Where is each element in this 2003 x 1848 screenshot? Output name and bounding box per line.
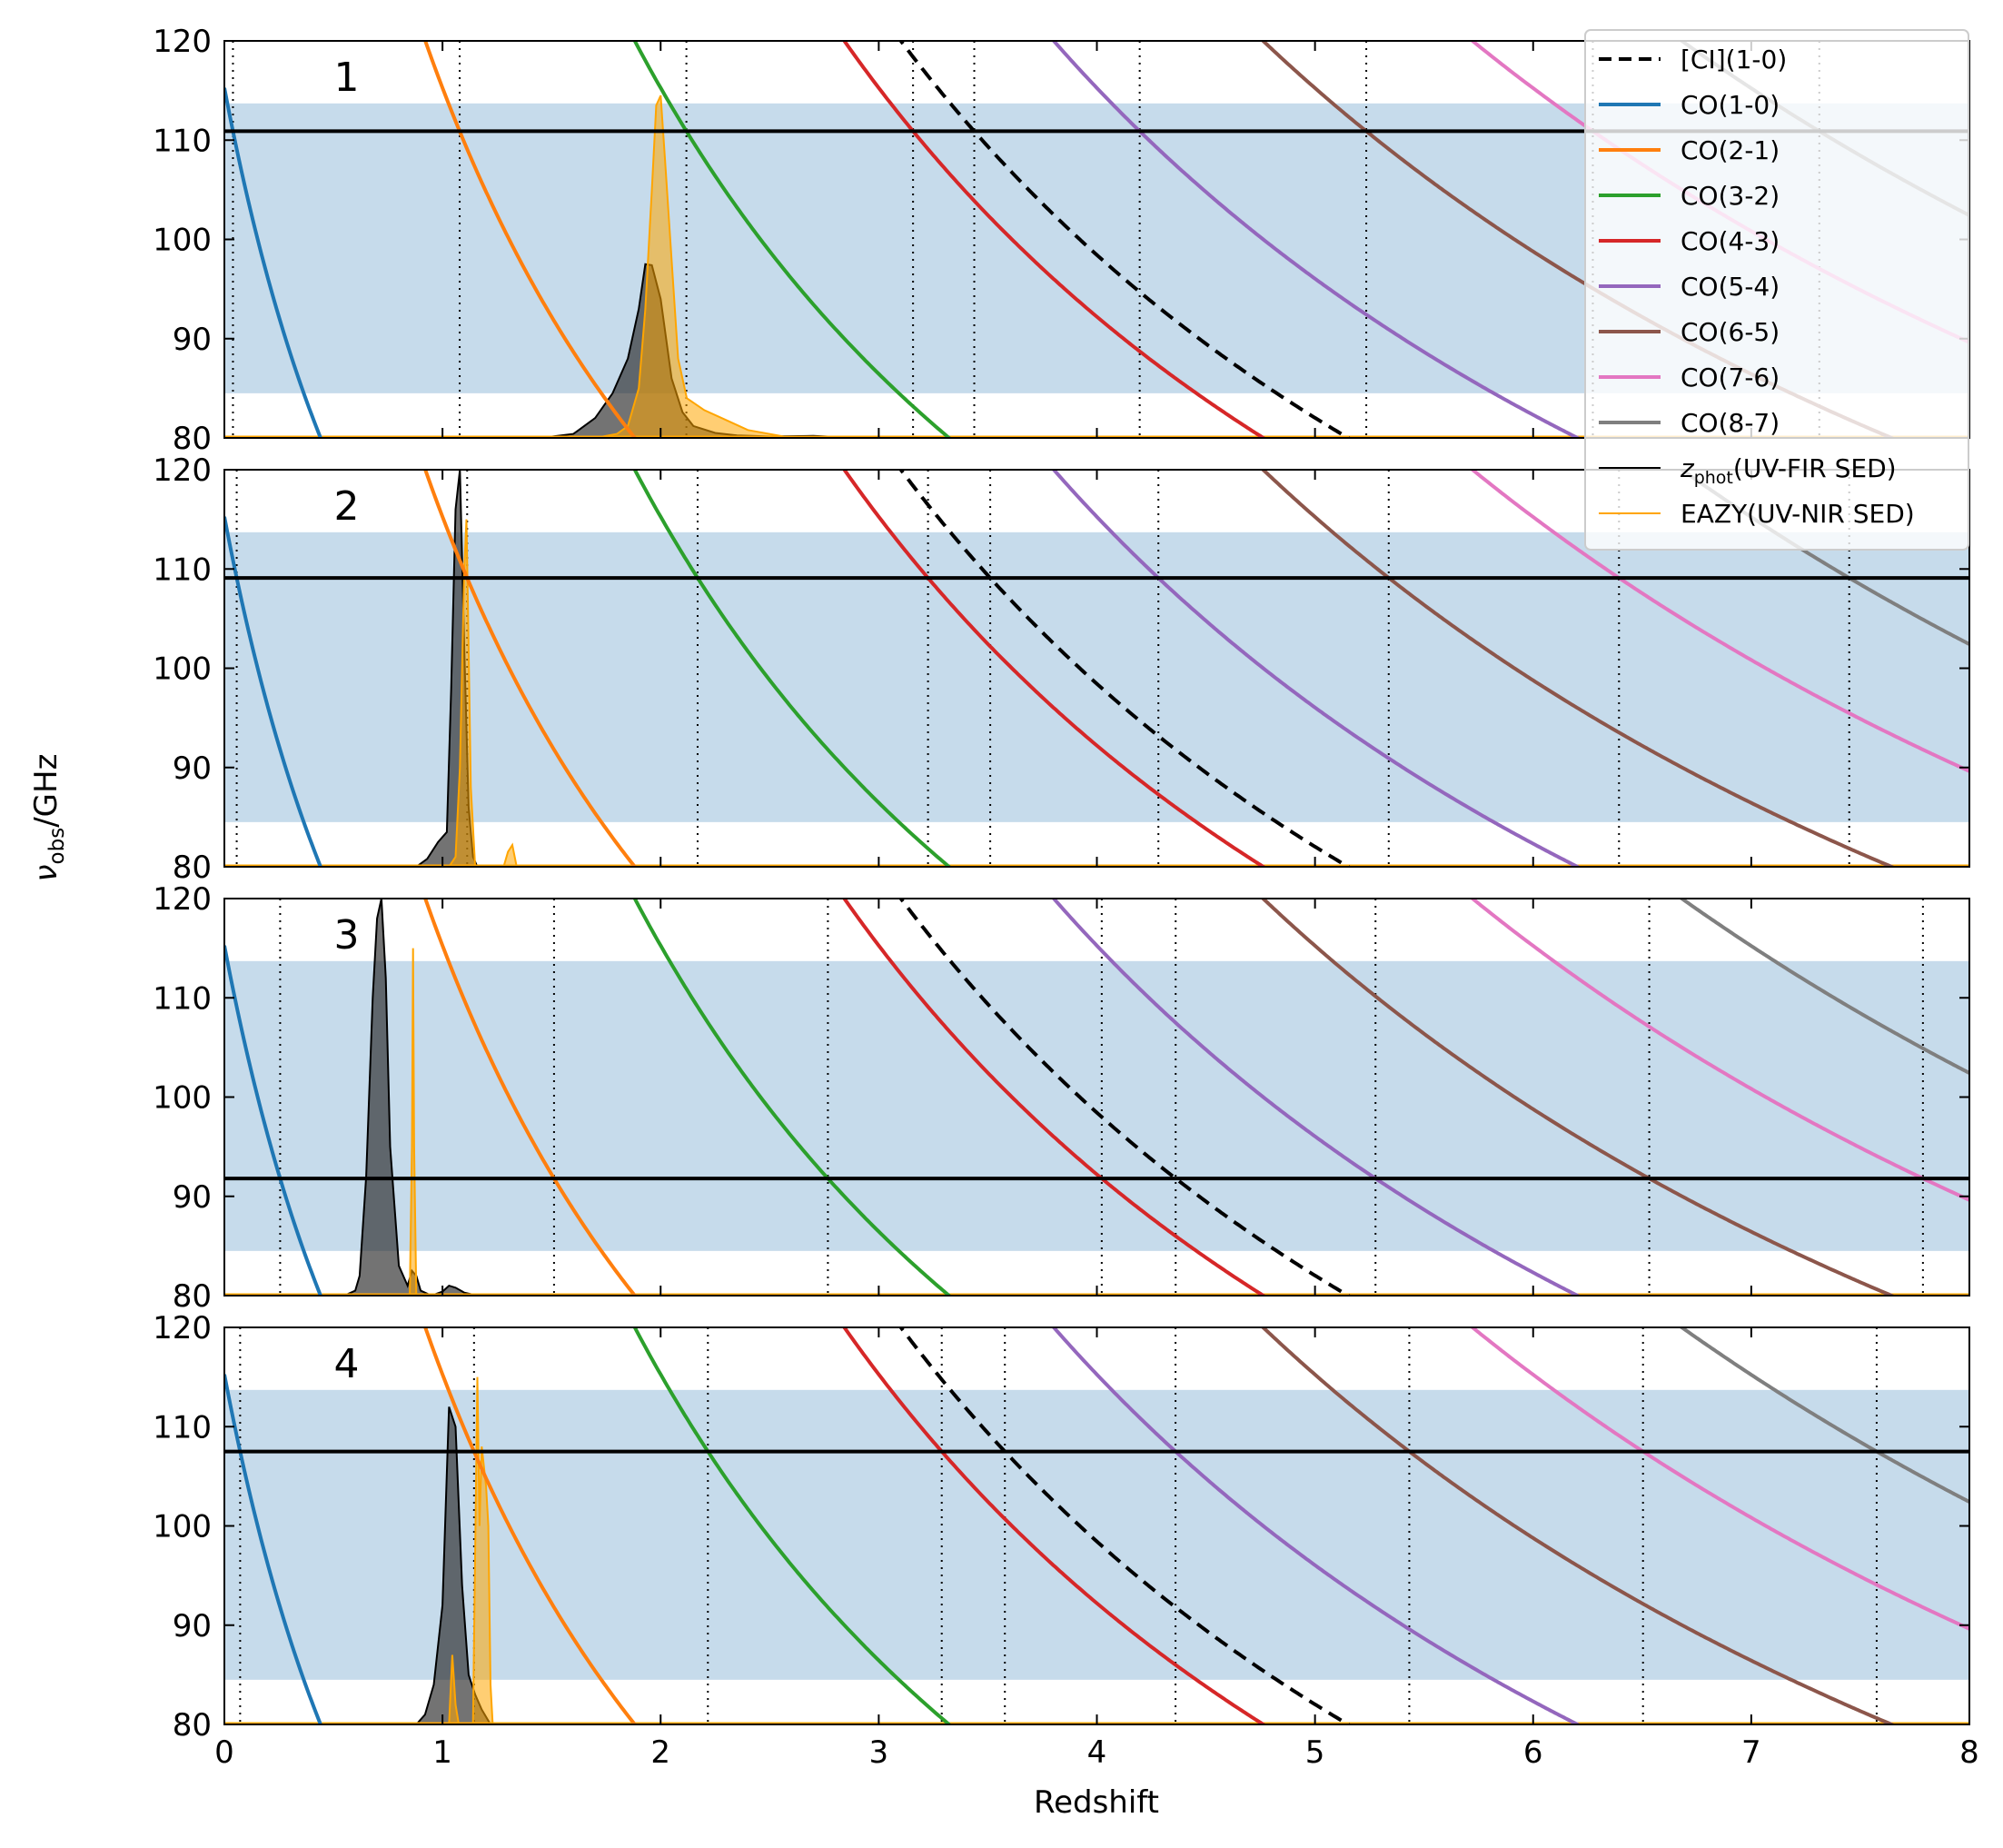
line-track bbox=[898, 470, 1353, 867]
y-tick-label: 90 bbox=[173, 1179, 212, 1216]
x-axis-title: Redshift bbox=[1034, 1784, 1159, 1821]
line-track bbox=[423, 1327, 638, 1724]
panel-2: 80 90 100 110 120 2 bbox=[153, 452, 1970, 886]
y-axis-title-main: ν bbox=[28, 864, 64, 881]
line-track bbox=[1260, 1327, 1897, 1724]
panel-3: 80 90 100 110 120 3 bbox=[153, 881, 1970, 1315]
legend: [CI](1-0) CO(1-0) CO(2-1) CO(3-2) CO(4-3) CO(… bbox=[1584, 29, 1969, 551]
y-tick-label: 100 bbox=[153, 651, 212, 688]
y-tick-label: 90 bbox=[173, 750, 212, 787]
line-track bbox=[1051, 470, 1582, 867]
y-tick-label: 80 bbox=[173, 1707, 212, 1744]
x-tick-label: 1 bbox=[432, 1734, 452, 1771]
line-track bbox=[1678, 899, 1969, 1075]
legend-label: EAZY(UV-NIR SED) bbox=[1681, 499, 1915, 529]
y-axis-title-tail: /GHz bbox=[28, 754, 64, 828]
y-tick-label: 120 bbox=[153, 881, 212, 918]
panel-4: 80 90 100 110 120 0 1 2 3 4 5 6 7 8 4 bbox=[153, 1310, 1979, 1771]
x-tick-label: 0 bbox=[214, 1734, 234, 1771]
panel-label: 3 bbox=[333, 912, 359, 959]
panel-label: 4 bbox=[333, 1341, 359, 1387]
y-tick-label: 100 bbox=[153, 223, 212, 259]
y-tick-label: 90 bbox=[173, 322, 212, 358]
y-tick-label: 100 bbox=[153, 1509, 212, 1545]
line-track bbox=[1678, 1327, 1969, 1504]
legend-label: zphot(UV-FIR SED) bbox=[1680, 453, 1897, 488]
x-tick-label: 5 bbox=[1305, 1734, 1325, 1771]
line-track bbox=[842, 1327, 1267, 1724]
y-tick-label: 120 bbox=[153, 24, 212, 60]
line-track bbox=[1469, 899, 1969, 1202]
line-track bbox=[224, 945, 323, 1296]
line-track bbox=[224, 1374, 323, 1724]
y-tick-label: 80 bbox=[173, 849, 212, 886]
line-track bbox=[898, 899, 1353, 1296]
line-track bbox=[423, 470, 638, 867]
line-track bbox=[1260, 899, 1897, 1296]
line-track bbox=[224, 87, 323, 438]
line-track bbox=[842, 899, 1267, 1296]
line-track bbox=[632, 899, 952, 1296]
line-track bbox=[1051, 1327, 1582, 1724]
y-tick-label: 80 bbox=[173, 421, 212, 457]
band-shading bbox=[224, 532, 1969, 822]
line-track bbox=[224, 516, 323, 867]
y-tick-label: 110 bbox=[153, 123, 212, 159]
x-tick-label: 8 bbox=[1959, 1734, 1979, 1771]
legend-box bbox=[1584, 29, 1969, 551]
legend-label: CO(3-2) bbox=[1681, 181, 1780, 211]
y-tick-label: 110 bbox=[153, 551, 212, 588]
x-tick-label: 3 bbox=[869, 1734, 889, 1771]
line-track bbox=[632, 41, 952, 438]
y-tick-label: 120 bbox=[153, 452, 212, 489]
legend-label: CO(2-1) bbox=[1681, 135, 1780, 165]
x-tick-label: 4 bbox=[1087, 1734, 1107, 1771]
eazy-pdf bbox=[595, 94, 792, 438]
legend-label: CO(6-5) bbox=[1681, 317, 1780, 347]
line-track bbox=[423, 41, 638, 438]
plot-area bbox=[224, 1327, 1969, 1724]
line-track bbox=[898, 1327, 1353, 1724]
line-track bbox=[842, 41, 1267, 438]
legend-label: CO(5-4) bbox=[1681, 272, 1780, 302]
legend-label: CO(4-3) bbox=[1681, 226, 1780, 256]
y-tick-label: 110 bbox=[153, 980, 212, 1017]
eazy-pdf bbox=[409, 948, 418, 1296]
line-track bbox=[898, 41, 1353, 438]
line-track bbox=[1469, 1327, 1969, 1631]
y-axis-title: νobs/GHz bbox=[28, 754, 69, 882]
panel-label: 2 bbox=[333, 483, 359, 530]
band-shading bbox=[224, 960, 1969, 1251]
line-track bbox=[423, 899, 638, 1296]
panel-label: 1 bbox=[333, 55, 359, 101]
legend-label: CO(7-6) bbox=[1681, 363, 1780, 392]
zphot-pdf bbox=[343, 899, 478, 1296]
legend-label: CO(8-7) bbox=[1681, 408, 1780, 438]
legend-label: CO(1-0) bbox=[1681, 90, 1780, 120]
line-track bbox=[842, 470, 1267, 867]
eazy-pdf bbox=[448, 519, 518, 867]
line-track bbox=[632, 1327, 952, 1724]
y-tick-label: 90 bbox=[173, 1608, 212, 1644]
y-axis-title-sub: obs bbox=[45, 828, 69, 865]
y-tick-label: 80 bbox=[173, 1278, 212, 1315]
line-track bbox=[632, 470, 952, 867]
line-track bbox=[1051, 41, 1582, 438]
y-tick-label: 120 bbox=[153, 1310, 212, 1346]
legend-label: [CI](1-0) bbox=[1681, 45, 1787, 75]
line-track bbox=[1469, 470, 1969, 773]
y-tick-label: 110 bbox=[153, 1409, 212, 1446]
x-tick-label: 6 bbox=[1523, 1734, 1543, 1771]
line-track bbox=[1051, 899, 1582, 1296]
line-track bbox=[1260, 470, 1897, 867]
plot-area bbox=[224, 899, 1969, 1296]
x-tick-label: 7 bbox=[1741, 1734, 1761, 1771]
y-tick-label: 100 bbox=[153, 1080, 212, 1117]
plot-area bbox=[224, 470, 1969, 867]
x-tick-label: 2 bbox=[650, 1734, 670, 1771]
